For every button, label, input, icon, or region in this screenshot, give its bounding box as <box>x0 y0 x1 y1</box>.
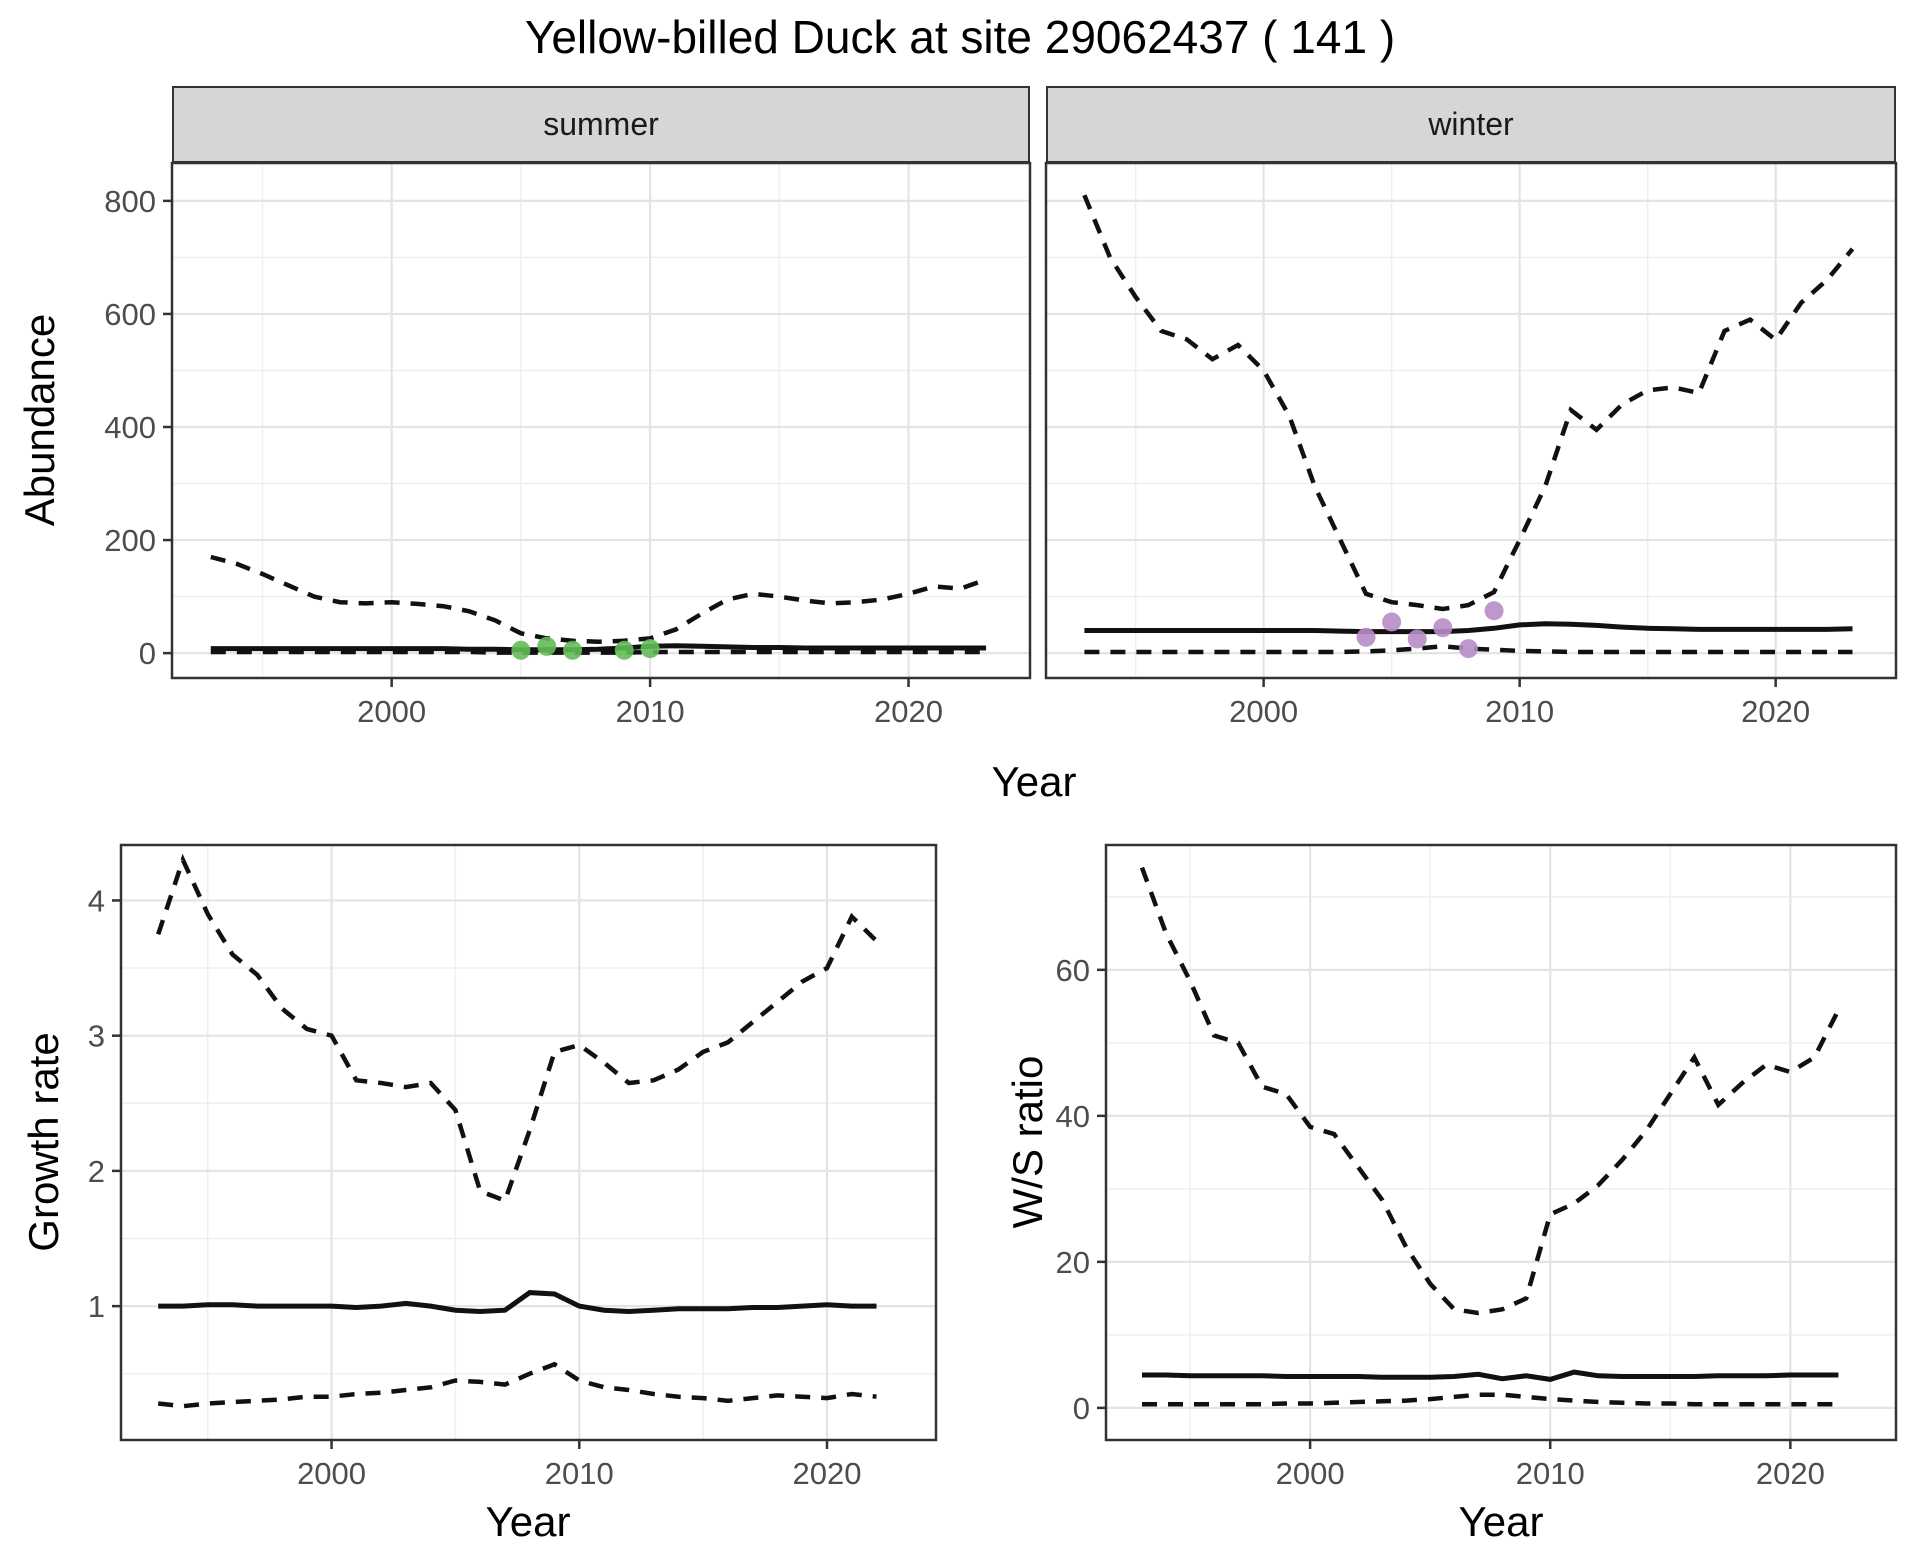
x-tick-label: 2000 <box>1276 1456 1345 1491</box>
observation-point <box>1458 639 1478 659</box>
x-tick-label: 2000 <box>357 694 426 729</box>
x-tick-label: 2010 <box>616 694 685 729</box>
axis-ticks: 2000 2010 2020 <box>1229 678 1810 729</box>
panel-border <box>1104 843 1898 1442</box>
series-median-line <box>1142 1369 1839 1382</box>
x-tick-label: 2010 <box>1516 1456 1585 1491</box>
axis-title-year-top: Year <box>991 758 1077 805</box>
axis-title-year-bottom-left: Year <box>485 1498 571 1545</box>
y-tick-label: 40 <box>1056 1099 1090 1134</box>
x-tick-label: 2010 <box>545 1456 614 1491</box>
series-upper_ci-line <box>1139 866 1841 1316</box>
observation-point <box>537 636 557 656</box>
panel-background <box>121 845 936 1440</box>
panel-background <box>1106 845 1896 1440</box>
y-tick-label: 1 <box>88 1289 105 1324</box>
x-tick-label: 2020 <box>793 1456 862 1491</box>
panel-background <box>1046 163 1896 678</box>
observation-point <box>563 640 583 660</box>
gridlines <box>172 163 1030 678</box>
y-tick-label: 3 <box>88 1019 105 1054</box>
x-tick-label: 2020 <box>874 694 943 729</box>
panel-summer: 2000 2010 2020 0 200 400 600 800 <box>104 161 1032 729</box>
observation-point <box>640 639 660 659</box>
observation-point <box>614 640 634 660</box>
y-tick-label: 0 <box>139 636 156 671</box>
panel-border <box>119 843 938 1442</box>
panel-winter: 2000 2010 2020 <box>1044 161 1898 729</box>
panel-w-s-ratio: 2000 2010 2020 0 20 40 60 <box>1056 843 1898 1491</box>
panel-border <box>170 161 1032 680</box>
y-tick-label: 60 <box>1056 953 1090 988</box>
axis-ticks: 2000 2010 2020 0 20 40 60 <box>1056 953 1825 1491</box>
panel-border <box>1044 161 1898 680</box>
axis-title-growth-rate: Growth rate <box>20 1032 67 1252</box>
y-tick-label: 400 <box>104 410 156 445</box>
x-tick-label: 2000 <box>1229 694 1298 729</box>
panel-growth-rate: 2000 2010 2020 1 2 3 4 <box>88 843 938 1491</box>
series-upper_ci-line <box>156 853 879 1204</box>
y-tick-label: 800 <box>104 184 156 219</box>
observation-point <box>511 640 531 660</box>
series-lower_ci-line <box>1142 1392 1839 1407</box>
observation-point <box>1407 629 1427 649</box>
y-tick-label: 20 <box>1056 1245 1090 1280</box>
panel-background <box>172 163 1030 678</box>
gridlines <box>1106 845 1896 1440</box>
observation-point <box>1382 612 1402 632</box>
x-tick-label: 2000 <box>297 1456 366 1491</box>
summer_observations <box>511 636 660 660</box>
observation-point <box>1484 601 1504 621</box>
axis-title-abundance: Abundance <box>16 313 63 527</box>
y-tick-label: 200 <box>104 523 156 558</box>
observation-point <box>1356 627 1376 647</box>
facet-strip-label: summer <box>543 106 659 142</box>
y-tick-label: 2 <box>88 1154 105 1189</box>
x-tick-label: 2020 <box>1756 1456 1825 1491</box>
gridlines <box>121 845 936 1440</box>
axis-title-year-bottom-right: Year <box>1458 1498 1544 1545</box>
x-tick-label: 2020 <box>1741 694 1810 729</box>
series-upper_ci-line <box>1082 194 1855 612</box>
series-lower_ci-line <box>157 1361 877 1409</box>
series-median-line <box>210 643 987 653</box>
axis-ticks: 2000 2010 2020 1 2 3 4 <box>88 883 862 1491</box>
gridlines <box>1046 163 1896 678</box>
series-median-line <box>1084 621 1853 635</box>
y-tick-label: 0 <box>1073 1391 1090 1426</box>
facet-strip-winter: winter <box>1046 86 1896 163</box>
chart-title: Yellow-billed Duck at site 29062437 ( 14… <box>524 11 1396 63</box>
facet-strip-summer: summer <box>172 86 1030 163</box>
y-tick-label: 600 <box>104 297 156 332</box>
facet-strip-label: winter <box>1428 106 1514 142</box>
axis-title-ws-ratio: W/S ratio <box>1004 1055 1051 1229</box>
x-tick-label: 2010 <box>1485 694 1554 729</box>
series-upper_ci-line <box>210 554 987 645</box>
winter_observations <box>1356 601 1504 659</box>
observation-point <box>1433 618 1453 638</box>
series-median-line <box>158 1290 877 1315</box>
y-tick-label: 4 <box>88 883 105 918</box>
axis-ticks: 2000 2010 2020 0 200 400 600 800 <box>104 184 943 729</box>
